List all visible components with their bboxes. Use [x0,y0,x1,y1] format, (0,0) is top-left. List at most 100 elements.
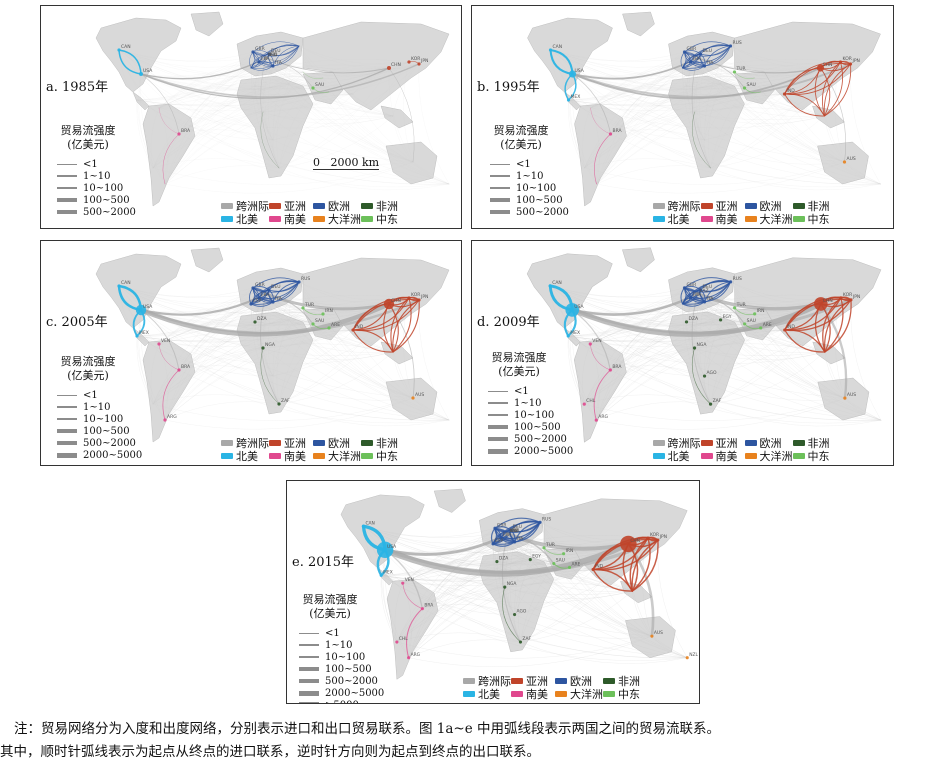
country-node [157,342,161,346]
country-label: FRA [693,56,703,62]
continent-north-america [526,253,613,329]
country-label: CHN [391,62,401,68]
region-label: 中东 [618,688,640,701]
continent-asia [302,21,450,111]
country-node [509,528,513,532]
country-label: GBR [255,282,265,288]
region-label: 欧洲 [328,200,350,213]
country-node [297,280,301,284]
country-node [608,368,612,372]
country-label: KOR [843,56,852,62]
country-node [688,60,693,64]
legend-line-swatch [57,163,77,165]
region-legend-item: 南美 [269,211,306,227]
country-node [685,656,689,660]
region-color-swatch [792,453,805,459]
region-color-swatch [652,440,665,446]
country-node [814,297,828,311]
country-node [253,320,257,324]
legend-line-swatch [299,632,319,634]
legend-label: <1 [514,385,529,397]
country-label: SAU [315,82,324,88]
country-node [267,52,271,56]
region-color-swatch [269,453,281,459]
legend-line-swatch [490,209,510,215]
legend-title: 贸易流强度 (亿美元) [53,124,123,152]
country-node [620,535,637,553]
country-node [139,72,143,76]
region-color-swatch [700,440,713,446]
legend-row: 1~10 [57,401,110,413]
region-color-swatch [603,691,615,697]
country-node [566,98,571,102]
region-legend-item: 大洋洲 [555,686,603,702]
region-color-swatch [313,216,325,222]
region-color-swatch [700,216,713,222]
region-label: 非洲 [807,200,830,213]
continent-north-america [95,17,182,93]
region-legend-item: 亚洲 [269,198,306,214]
legend-row: 10~100 [490,182,556,194]
country-label: IRN [325,308,333,314]
region-legend-item: 非洲 [792,198,830,214]
country-node [542,546,546,550]
country-label: CHN [823,298,833,304]
region-legend-item: 北美 [652,448,690,464]
continent-australia [817,377,870,421]
country-node [650,634,654,638]
country-label: VEN [405,577,414,583]
country-label: SAU [315,318,324,324]
country-label: ARG [167,414,177,420]
country-label: COL [510,528,520,534]
region-label: 亚洲 [284,200,306,213]
country-node [552,561,556,566]
legend-line-swatch [57,175,77,177]
legend-line-swatch [299,702,319,703]
region-color-swatch [555,691,567,697]
region-color-swatch [221,453,233,459]
region-color-swatch [313,440,325,446]
country-label: IND [355,324,364,330]
legend-title-line: (亿美元) [67,369,109,382]
country-label: CAN [365,520,374,526]
country-nodes: CANUSAMEXGBRFRADEUITAESPRUSKAZTURIRNSAUA… [361,516,699,660]
legend-row: 100~500 [299,663,372,675]
country-node [783,328,787,332]
country-label: RUS [733,276,742,282]
legend-label: 1~10 [514,397,542,409]
region-color-swatch [463,678,475,684]
country-node [842,160,847,164]
region-legend-item: 中东 [792,211,830,227]
country-node [407,656,411,660]
continent-south-america [386,578,439,680]
panel-title: c. 2005年 [46,315,108,330]
figure-note-line-1: 注：贸易网络分为入度和出度网络，分别表示进口和出口贸易联系。图 1a~e 中用弧… [14,721,721,737]
country-label: AUS [654,630,663,636]
legend-row: 2000~5000 [299,687,384,699]
region-legend-item: 北美 [463,686,500,702]
region-color-swatch [221,216,233,222]
legend-line-swatch [57,209,77,215]
world-trade-map: CANUSAMEXGBRFRADEUITAESPRUSKAZTURIRNSAUA… [340,488,699,680]
country-node [387,66,391,70]
region-legend-item: 中东 [792,448,830,464]
legend-title: 贸易流强度 (亿美元) [484,351,554,379]
country-label: ARG [598,414,608,420]
country-label: USA [143,304,153,310]
country-label: NZL [689,652,698,658]
region-color-swatch [463,691,475,697]
country-node [702,374,707,378]
country-node [682,50,687,54]
country-label: KOR [411,292,420,298]
legend-label: 500~2000 [514,433,567,445]
region-legend-item: 大洋洲 [313,448,361,464]
region-legend-item: 跨洲际 [652,198,701,214]
country-node [407,60,411,64]
legend-row: >5000 [299,699,359,703]
country-label: ITA [275,60,283,66]
legend-row: <1 [57,158,98,170]
country-node [311,86,315,90]
region-label: 欧洲 [328,437,350,450]
country-node [732,70,737,74]
